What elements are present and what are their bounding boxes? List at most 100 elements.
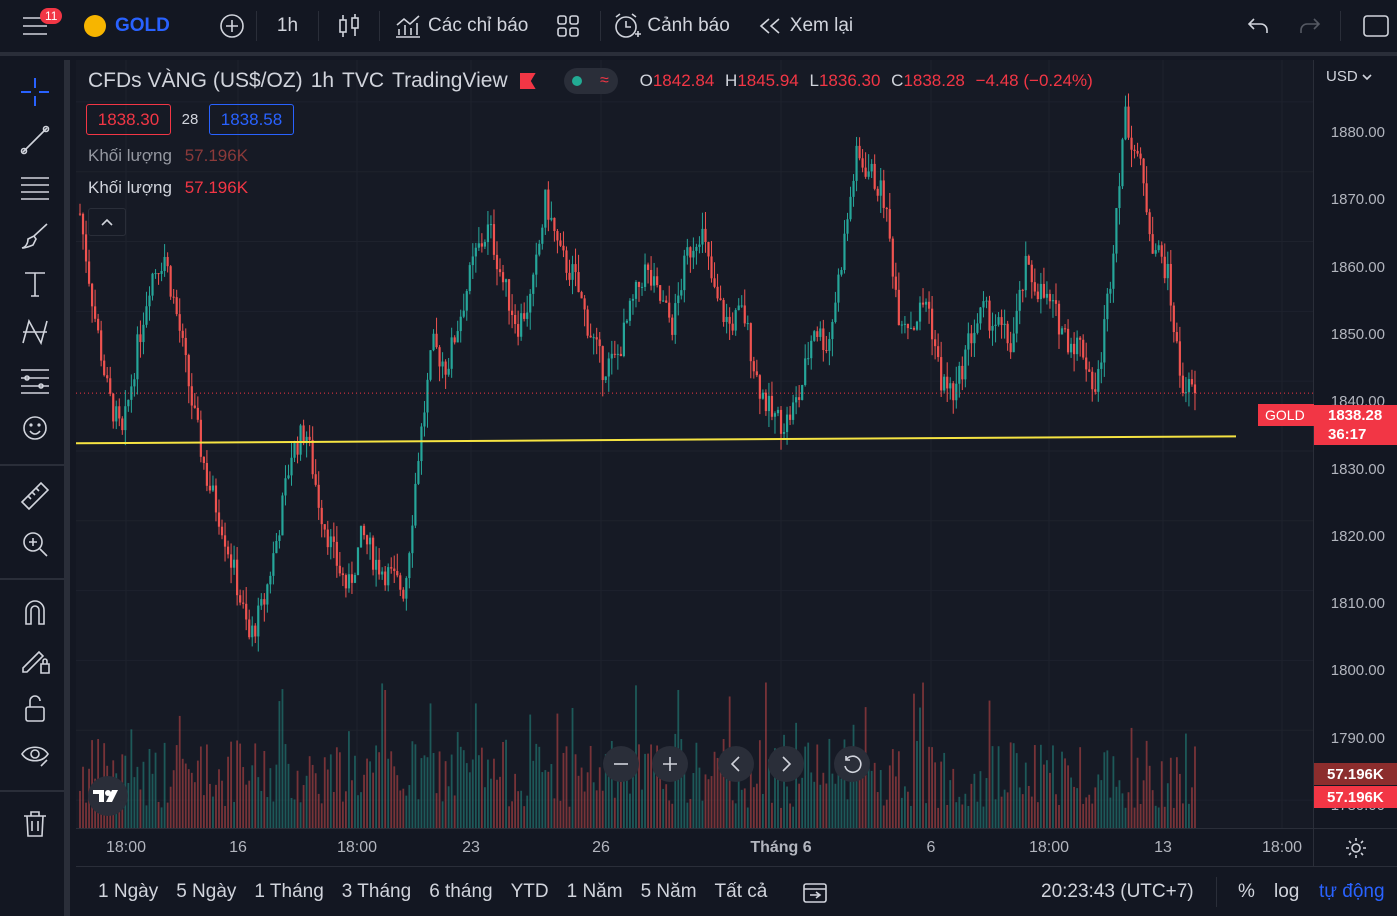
clock-timezone[interactable]: 20:23:43 (UTC+7) [1041,880,1194,902]
candle-body [272,553,275,576]
volume-bar [320,803,323,828]
volume-bar [532,760,535,828]
redo-button[interactable] [1298,0,1322,54]
candle-body [248,619,251,638]
fib-tool[interactable] [17,170,53,206]
measure-tool[interactable] [17,478,53,514]
brush-tool[interactable] [17,218,53,254]
chart-settings-button[interactable] [1313,828,1397,866]
range-button[interactable]: 1 Ngày [98,880,159,902]
symbol-search[interactable]: GOLD [84,0,170,54]
trendline-tool[interactable] [17,122,53,158]
volume-bar [326,769,329,828]
candle-body [722,299,725,322]
range-button[interactable]: 1 Năm [566,880,623,902]
tradingview-logo[interactable] [88,776,128,816]
time-label: 6 [926,839,936,856]
interval-button[interactable]: 1h [276,15,299,36]
candle-body [365,535,369,545]
sell-price-button[interactable]: 1838.30 [86,104,171,135]
range-button[interactable]: 5 Năm [640,880,697,902]
range-button[interactable]: 6 tháng [429,880,493,902]
goto-date-button[interactable] [802,880,828,904]
candle-body [770,395,774,417]
indicators-button[interactable]: Các chỉ báo [390,0,532,54]
forecast-tool[interactable] [17,362,53,398]
volume-bar [251,765,254,828]
volume-bar [725,767,728,828]
volume-bar [278,701,281,828]
candle-body [921,302,925,305]
auto-scale-toggle[interactable]: tự động [1319,880,1385,902]
price-chart[interactable] [76,60,1313,828]
magnet-tool[interactable] [17,594,53,630]
candle-body [387,567,390,586]
lock-tool[interactable] [17,690,53,726]
candle-body [1088,369,1091,372]
last-price-tag: 1838.28 36:17 [1314,405,1397,445]
buy-price-button[interactable]: 1838.58 [209,104,294,135]
menu-button[interactable] [0,0,70,54]
volume-bar [1006,792,1009,828]
volume-bar [964,793,967,828]
reset-chart-button[interactable] [834,746,870,782]
pattern-tool[interactable] [17,314,53,350]
candle-body [574,264,577,273]
zoom-in-button[interactable] [652,746,688,782]
candle-body [782,432,786,434]
candle-body [311,439,314,475]
candle-body [350,574,354,583]
candle-body [353,575,357,583]
zoom-tool[interactable] [17,526,53,562]
volume-bar [444,761,447,828]
fullscreen-button[interactable] [1362,0,1390,54]
candle-body [1054,300,1058,304]
currency-selector[interactable]: USD [1326,68,1372,85]
percent-toggle[interactable]: % [1238,880,1255,902]
volume-bar [387,758,390,828]
chart-pane[interactable]: CFDs VÀNG (US$/OZ) 1h TVC TradingView ≈ … [76,60,1313,828]
chart-type-button[interactable] [329,0,369,54]
volume-bar [517,791,520,828]
crosshair-tool[interactable] [17,74,53,110]
visibility-tool[interactable] [17,738,53,774]
volume-bar [511,801,513,828]
icons-tool[interactable] [17,410,53,446]
candle-body [260,599,263,606]
undo-button[interactable] [1246,0,1270,54]
replay-button[interactable]: Xem lại [758,0,853,54]
range-button[interactable]: 3 Tháng [341,880,412,902]
remove-drawings-tool[interactable] [17,806,53,842]
change-value: −4.48 (−0.24%) [975,71,1093,90]
lock-drawings-tool[interactable] [17,642,53,678]
candle-body [332,536,335,542]
volume-bar [1018,787,1021,828]
volume-bar [483,787,486,828]
zoom-out-button[interactable] [603,746,639,782]
alert-button[interactable]: Cảnh báo [611,0,731,54]
range-button[interactable]: YTD [510,880,549,902]
volume-bar [82,766,84,828]
volume-bar [704,774,707,828]
layouts-button[interactable] [546,0,590,54]
volume-bar [496,779,498,828]
text-tool[interactable] [17,266,53,302]
volume-bar [958,796,961,828]
range-button[interactable]: Tất cả [714,880,768,902]
volume-bar [341,801,344,828]
candle-body [1042,283,1045,298]
log-toggle[interactable]: log [1274,880,1300,902]
market-status-pill[interactable]: ≈ [563,68,618,94]
scroll-left-button[interactable] [718,746,754,782]
scroll-right-button[interactable] [768,746,804,782]
volume-bar [900,797,903,828]
range-button[interactable]: 5 Ngày [176,880,237,902]
flag-icon[interactable] [519,73,536,89]
candle-body [550,217,553,220]
collapse-legend-button[interactable] [88,208,126,236]
price-scale[interactable]: USD 1880.00 1870.00 1860.00 1850.00 1840.00 1… [1313,60,1397,828]
candle-body [190,386,193,406]
compare-button[interactable] [218,0,246,54]
time-scale[interactable]: 18:00 16 18:00 23 26 Tháng 6 6 18:00 13 18:00 [76,828,1313,866]
range-button[interactable]: 1 Tháng [254,880,324,902]
